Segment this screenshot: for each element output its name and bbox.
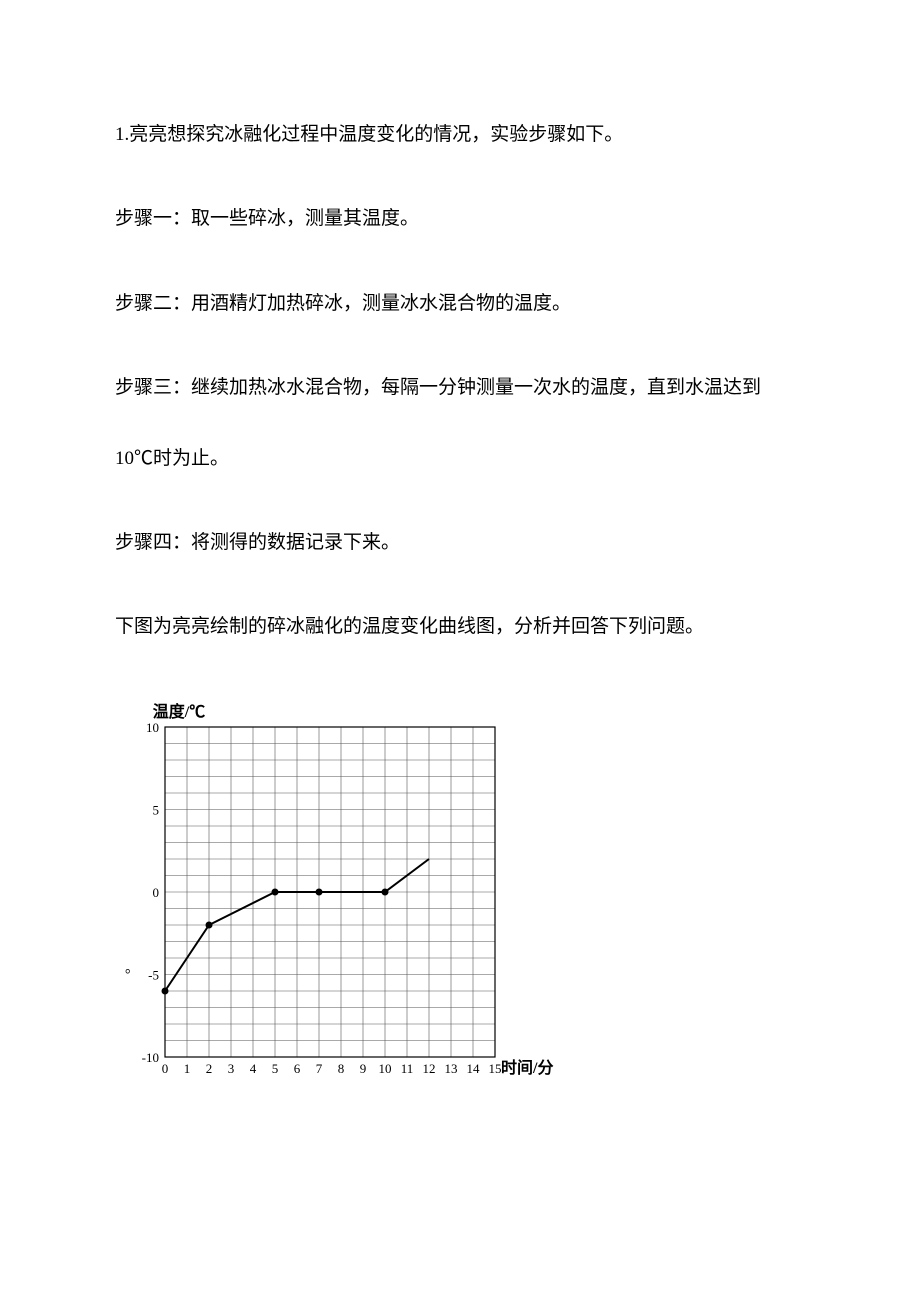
svg-text:7: 7	[316, 1061, 323, 1076]
svg-text:10: 10	[146, 720, 159, 735]
step-3-line1: 步骤三：继续加热冰水混合物，每隔一分钟测量一次水的温度，直到水温达到	[115, 373, 805, 403]
svg-text:-10: -10	[142, 1050, 159, 1065]
svg-text:3: 3	[228, 1061, 235, 1076]
svg-text:8: 8	[338, 1061, 345, 1076]
svg-text:15: 15	[489, 1061, 502, 1076]
svg-text:-5: -5	[148, 967, 159, 982]
svg-text:5: 5	[272, 1061, 279, 1076]
step-1: 步骤一：取一些碎冰，测量其温度。	[115, 204, 805, 234]
question-intro: 1.亮亮想探究冰融化过程中温度变化的情况，实验步骤如下。	[115, 120, 805, 150]
svg-text:。: 。	[125, 961, 139, 976]
chart-container: -10-505100123456789101112131415温度/℃时间/分。	[115, 697, 805, 1097]
svg-text:14: 14	[467, 1061, 481, 1076]
svg-text:温度/℃: 温度/℃	[152, 702, 205, 721]
svg-text:4: 4	[250, 1061, 257, 1076]
step-4: 步骤四：将测得的数据记录下来。	[115, 528, 805, 558]
chart-prompt: 下图为亮亮绘制的碎冰融化的温度变化曲线图，分析并回答下列问题。	[115, 612, 805, 642]
temperature-chart: -10-505100123456789101112131415温度/℃时间/分。	[115, 697, 565, 1087]
step-2: 步骤二：用酒精灯加热碎冰，测量冰水混合物的温度。	[115, 289, 805, 319]
svg-text:9: 9	[360, 1061, 367, 1076]
svg-text:12: 12	[423, 1061, 436, 1076]
svg-text:2: 2	[206, 1061, 213, 1076]
svg-text:0: 0	[153, 885, 160, 900]
svg-text:时间/分: 时间/分	[501, 1058, 553, 1077]
svg-text:13: 13	[445, 1061, 458, 1076]
step-3-line2: 10℃时为止。	[115, 444, 805, 474]
svg-text:5: 5	[153, 802, 160, 817]
svg-text:0: 0	[162, 1061, 169, 1076]
svg-text:1: 1	[184, 1061, 191, 1076]
svg-text:10: 10	[379, 1061, 392, 1076]
svg-text:6: 6	[294, 1061, 301, 1076]
svg-text:11: 11	[401, 1061, 414, 1076]
